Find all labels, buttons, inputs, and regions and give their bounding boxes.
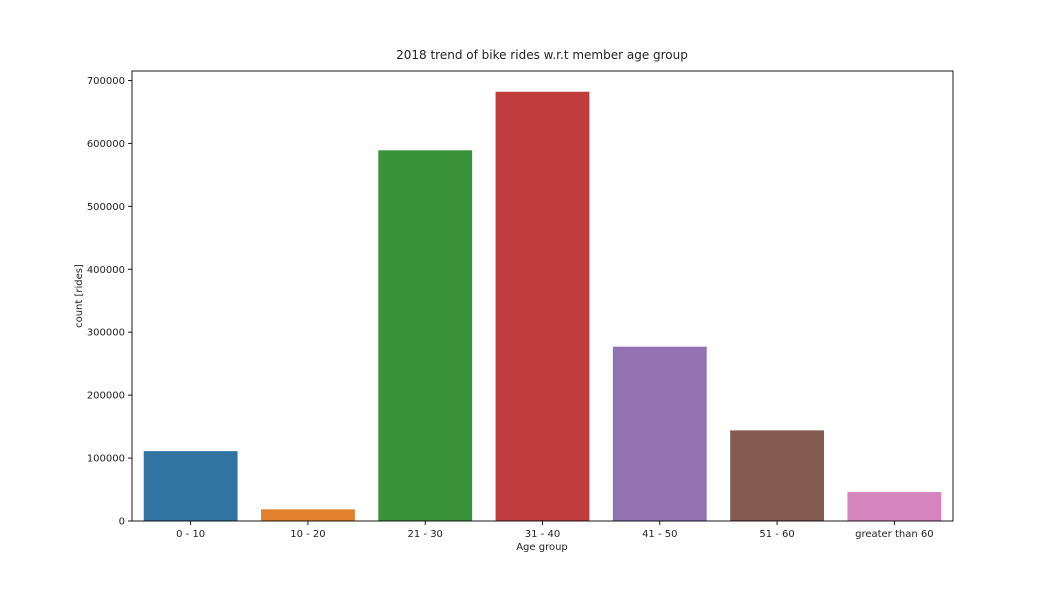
x-tick-label: 21 - 30	[408, 529, 443, 540]
y-tick-label: 500000	[87, 202, 125, 213]
bars-layer	[143, 91, 942, 522]
x-axis-label: Age group	[516, 542, 568, 553]
bar-0	[143, 451, 238, 521]
y-tick-label: 200000	[87, 391, 125, 402]
bar-6	[847, 492, 942, 521]
y-tick-label: 100000	[87, 454, 125, 465]
x-tick-label: 51 - 60	[759, 529, 794, 540]
x-tick-label: greater than 60	[855, 529, 934, 540]
x-tick-label: 41 - 50	[642, 529, 677, 540]
x-axis-ticks: 0 - 10 10 - 20 21 - 30 31 - 40 41 - 50 51 - 6…	[176, 521, 934, 540]
x-tick-label: 10 - 20	[290, 529, 325, 540]
bar-4	[612, 346, 707, 521]
y-tick-label: 700000	[87, 76, 125, 87]
bar-3	[495, 91, 590, 522]
y-tick-label: 300000	[87, 328, 125, 339]
bar-5	[730, 430, 824, 521]
chart-title: 2018 trend of bike rides w.r.t member ag…	[396, 48, 688, 62]
y-axis-ticks: 0 100000 200000 300000 400000 500000 600000 700…	[87, 76, 132, 528]
bar-1	[261, 509, 355, 521]
y-tick-label: 600000	[87, 139, 125, 150]
x-tick-label: 0 - 10	[176, 529, 205, 540]
x-tick-label: 31 - 40	[525, 529, 560, 540]
y-tick-label: 400000	[87, 265, 125, 276]
bar-2	[378, 150, 473, 521]
y-axis-label: count [rides]	[74, 264, 85, 328]
y-tick-label: 0	[119, 517, 125, 528]
